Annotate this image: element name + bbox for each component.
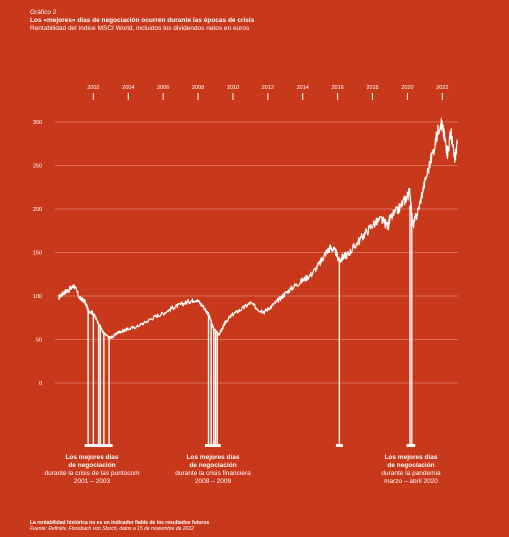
annotation-financial-period: 2008 – 2009 [194,478,232,485]
best-day-marker [84,444,92,447]
annotation-dotcom-period: 2001 – 2003 [73,478,111,485]
best-day-marker [105,444,113,447]
annotation-financial: Los mejores días de negociación durante … [148,454,278,486]
annotation-dotcom: Los mejores días de negociación durante … [27,454,157,486]
chart-header: Gráfico 2 Los «mejores» días de negociac… [30,9,254,33]
annotation-pandemic-period: marzo – abril 2020 [384,478,438,485]
annotation-pandemic-heading-2: de negociación [387,462,435,469]
best-day-marker [213,444,221,447]
series-line [58,117,459,340]
footer-note: La rentabilidad histórica no es un indic… [30,520,210,526]
x-tick-label: 2014 [297,85,309,91]
annotation-financial-desc: durante la crisis financiera [175,470,251,477]
annotation-financial-heading-2: de negociación [189,462,237,469]
x-tick-label: 2006 [157,85,169,91]
x-tick-label: 2008 [192,85,204,91]
best-day-marker [100,444,108,447]
y-tick-label: 200 [33,207,42,213]
annotation-pandemic-heading-1: Los mejores días [384,454,438,461]
footer-source: Fuente: Refinitiv, Flossbach von Storch,… [30,526,194,532]
best-day-marker [335,444,343,447]
annotation-dotcom-heading-1: Los mejores días [65,454,119,461]
annotation-pandemic: Los mejores días de negociación durante … [346,454,476,486]
y-tick-label: 300 [33,120,42,126]
x-tick-label: 2010 [227,85,239,91]
x-tick-label: 2018 [366,85,378,91]
chart-subtitle: Rentabilidad del índice MSCI World, incl… [30,25,250,32]
y-tick-label: 100 [33,294,42,300]
x-tick-label: 2022 [436,85,448,91]
x-tick-label: 2004 [122,85,134,91]
chart-footer: La rentabilidad histórica no es un indic… [30,520,209,532]
chart-kicker: Gráfico 2 [30,9,57,16]
best-day-marker [408,444,416,447]
y-tick-label: 150 [33,251,42,257]
best-day-marker [89,444,97,447]
annotation-dotcom-desc: durante la crisis de las puntocom [44,470,140,477]
annotation-financial-heading-1: Los mejores días [186,454,240,461]
annotation-pandemic-desc: durante la pandemia [381,470,441,477]
chart-title: Los «mejores» días de negociación ocurre… [30,17,255,24]
x-tick-label: 2012 [262,85,274,91]
annotation-dotcom-heading-2: de negociación [68,462,116,469]
y-tick-label: 0 [39,381,42,387]
y-tick-label: 50 [36,338,42,344]
y-tick-label: 250 [33,164,42,170]
x-tick-label: 2016 [331,85,343,91]
x-tick-label: 2020 [401,85,413,91]
x-tick-label: 2002 [87,85,99,91]
